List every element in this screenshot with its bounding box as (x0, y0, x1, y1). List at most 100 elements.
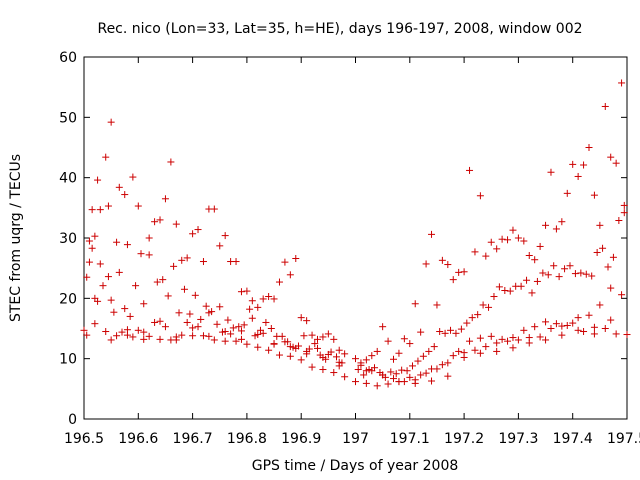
data-point (335, 362, 343, 370)
data-point (213, 320, 221, 328)
data-point (151, 318, 159, 326)
data-point (229, 324, 237, 332)
data-point (335, 346, 343, 354)
data-point (588, 272, 596, 280)
data-point (311, 340, 319, 348)
data-point (620, 201, 628, 209)
data-point (275, 351, 283, 359)
data-point (449, 352, 457, 360)
data-point (281, 338, 289, 346)
data-point (297, 314, 305, 322)
data-point (457, 325, 465, 333)
data-point (313, 344, 321, 352)
data-point (580, 161, 588, 169)
data-point (444, 372, 452, 380)
data-point (132, 282, 140, 290)
data-point (115, 268, 123, 276)
data-point (411, 300, 419, 308)
data-point (550, 262, 558, 270)
data-point (558, 322, 566, 330)
data-point (577, 269, 585, 277)
data-point (463, 319, 471, 327)
data-point (123, 241, 131, 249)
data-point (189, 332, 197, 340)
data-point (392, 370, 400, 378)
data-point (566, 262, 574, 270)
data-point (441, 329, 449, 337)
data-point (85, 237, 93, 245)
data-point (601, 102, 609, 110)
data-point (352, 355, 359, 363)
data-point (104, 202, 112, 210)
data-point (406, 373, 414, 381)
data-point (110, 308, 118, 316)
data-point (569, 319, 577, 327)
data-point (604, 263, 612, 271)
data-point (612, 159, 620, 167)
data-point (590, 323, 598, 331)
data-point (574, 172, 582, 180)
data-point (286, 343, 294, 351)
x-axis-label: GPS time / Days of year 2008 (252, 458, 459, 474)
data-point (178, 256, 186, 264)
data-point (525, 251, 533, 259)
data-point (237, 327, 245, 335)
data-point (352, 378, 359, 386)
data-point (259, 295, 267, 303)
data-point (270, 295, 278, 303)
data-point (428, 377, 436, 385)
data-point (531, 323, 539, 331)
data-point (354, 366, 362, 374)
data-point (501, 286, 509, 294)
data-point (232, 337, 240, 345)
data-point (447, 326, 455, 334)
data-point (137, 250, 145, 258)
data-point (115, 183, 123, 191)
data-point (428, 365, 436, 373)
data-point (523, 276, 531, 284)
data-point (428, 230, 436, 238)
data-point (83, 273, 91, 281)
data-point (161, 195, 169, 203)
data-point (571, 270, 579, 278)
data-point (563, 321, 571, 329)
x-tick-label: 197.3 (498, 431, 538, 447)
y-tick-label: 40 (59, 171, 77, 187)
chart-title: Rec. nico (Lon=33, Lat=35, h=HE), days 1… (97, 21, 582, 37)
data-point (286, 271, 294, 279)
data-point (183, 254, 191, 262)
data-point (620, 209, 628, 217)
data-point (555, 273, 563, 281)
data-point (460, 268, 468, 276)
data-point (552, 320, 560, 328)
data-point (216, 242, 224, 250)
data-point (504, 337, 512, 345)
data-point (471, 346, 479, 354)
data-point (91, 232, 99, 240)
data-point (379, 323, 387, 331)
data-point (544, 271, 552, 279)
data-point (134, 202, 142, 210)
data-point (558, 331, 566, 339)
data-point (300, 332, 308, 340)
data-point (563, 189, 571, 197)
data-point (466, 166, 474, 174)
data-point (387, 368, 395, 376)
data-point (275, 278, 283, 286)
data-point (390, 375, 398, 383)
data-point (96, 206, 104, 214)
y-axis: 0 10 20 30 40 50 60 (59, 50, 627, 428)
y-tick-label: 10 (59, 352, 77, 368)
data-point (232, 258, 240, 266)
data-point (607, 316, 615, 324)
data-point (601, 325, 609, 332)
data-point (509, 344, 517, 352)
data-point (419, 352, 427, 360)
data-point (460, 349, 468, 357)
data-point (476, 334, 484, 342)
data-point (107, 336, 115, 344)
data-point (552, 225, 560, 233)
data-point (156, 317, 164, 325)
data-point (126, 312, 134, 320)
data-point (433, 301, 441, 309)
